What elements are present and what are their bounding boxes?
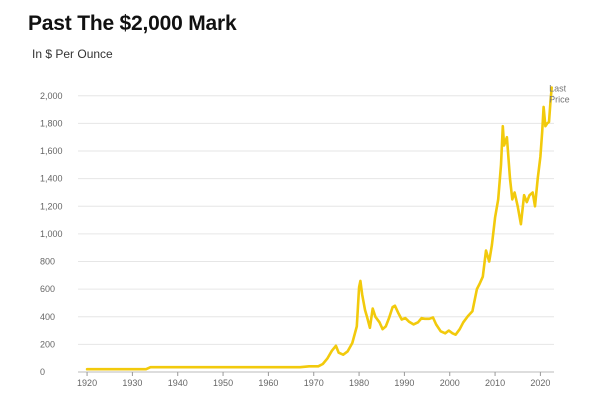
y-tick-label: 1,800: [40, 118, 63, 128]
x-tick-label: 1960: [258, 378, 278, 388]
y-tick-label: 0: [40, 367, 45, 377]
chart-title: Past The $2,000 Mark: [28, 12, 237, 35]
x-tick-label: 2000: [440, 378, 460, 388]
x-tick-label: 1970: [304, 378, 324, 388]
y-tick-label: 1,200: [40, 201, 63, 211]
x-tick-label: 2020: [530, 378, 550, 388]
last-price-label-line2: Price: [549, 95, 570, 105]
x-tick-label: 1980: [349, 378, 369, 388]
x-tick-label: 1940: [168, 378, 188, 388]
annotation-layer: Last Price: [549, 84, 570, 105]
y-axis: 0 200 400 600 800 1,000 1,200 1,400 1,600 1,800 2,…: [40, 91, 63, 377]
y-tick-label: 400: [40, 312, 55, 322]
series-layer: [85, 86, 553, 371]
last-price-label-line1: Last: [549, 84, 567, 94]
y-tick-label: 2,000: [40, 91, 63, 101]
x-tick-label: 1990: [394, 378, 414, 388]
y-tick-label: 800: [40, 257, 55, 267]
y-tick-label: 1,000: [40, 229, 63, 239]
x-axis: 1920 1930 1940 1950 1960 1970 1980 1990 2000 2010…: [77, 372, 550, 388]
y-tick-label: 1,600: [40, 146, 63, 156]
x-tick-label: 2010: [485, 378, 505, 388]
y-tick-label: 1,400: [40, 174, 63, 184]
y-tick-label: 200: [40, 339, 55, 349]
gridlines: [78, 95, 554, 373]
x-tick-label: 1920: [77, 378, 97, 388]
x-tick-label: 1950: [213, 378, 233, 388]
y-tick-label: 600: [40, 284, 55, 294]
series-line: [85, 86, 553, 371]
x-tick-label: 1930: [122, 378, 142, 388]
chart-subtitle: In $ Per Ounce: [32, 47, 113, 61]
